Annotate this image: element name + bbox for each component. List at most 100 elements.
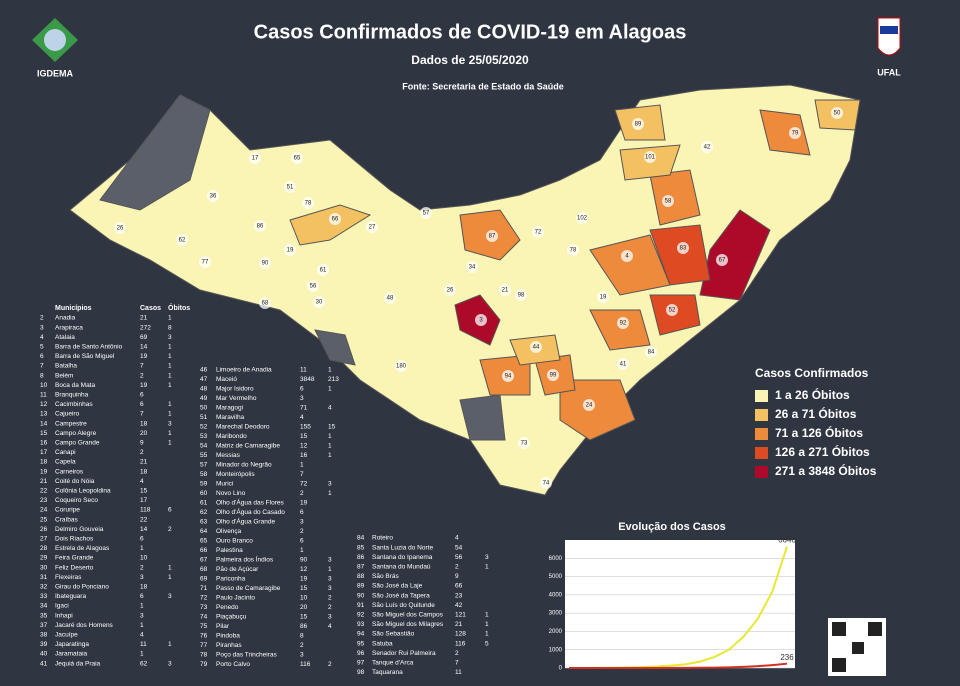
deaths: 2 [328, 595, 332, 602]
region-gray [314, 329, 356, 366]
map-label-bg [420, 207, 432, 219]
cases: 121 [455, 612, 466, 619]
municipality-name: Campestre [55, 420, 87, 427]
map-label-bg [644, 151, 656, 163]
deaths: 1 [328, 433, 332, 440]
municipality-name: Piaçabuçu [216, 614, 247, 621]
cases: 69 [140, 334, 148, 341]
cases: 66 [455, 583, 463, 590]
map-label-bg [254, 220, 266, 232]
cases: 17 [140, 497, 148, 504]
cases: 54 [455, 544, 463, 551]
map-label-bg [313, 296, 325, 308]
deaths: 3 [168, 334, 172, 341]
map-label-bg [576, 212, 588, 224]
row-number: 25 [40, 516, 48, 523]
cases: 2 [455, 564, 459, 571]
municipality-name: Novo Lino [216, 490, 246, 497]
map-label: 44 [533, 345, 540, 351]
map-label-bg [502, 370, 514, 382]
logo-text: IGDEMA [37, 68, 74, 78]
row-number: 46 [200, 367, 208, 374]
municipality-name: Mar Vermelho [216, 395, 257, 402]
map-label-bg [662, 195, 674, 207]
cases: 6 [140, 392, 144, 399]
municipality-name: Feira Grande [55, 555, 94, 562]
row-number: 24 [40, 507, 48, 514]
row-number: 69 [200, 576, 208, 583]
municipality-name: Japaratinga [55, 641, 89, 648]
municipality-name: Barra de São Miguel [55, 353, 115, 360]
y-tick-label: 1000 [549, 647, 563, 653]
map-label-bg [499, 284, 511, 296]
municipality-name: Major Isidoro [216, 386, 254, 393]
row-number: 38 [40, 632, 48, 639]
map-label-bg [486, 230, 498, 242]
municipality-name: Girau do Ponciano [55, 584, 109, 591]
region [649, 169, 701, 226]
row-number: 28 [40, 545, 48, 552]
map-label-bg [617, 358, 629, 370]
row-number: 32 [40, 584, 48, 591]
y-tick-label: 4000 [549, 592, 563, 598]
map-label: 62 [179, 238, 186, 244]
municipality-name: Jacuípe [55, 632, 78, 639]
row-number: 85 [357, 544, 365, 551]
logo-shield [877, 17, 901, 56]
map-label: 3 [479, 318, 483, 324]
map-label-bg [384, 292, 396, 304]
municipality-name: São Brás [372, 573, 399, 580]
map-label-bg [831, 107, 843, 119]
legend-label: 26 a 71 Óbitos [775, 406, 857, 421]
series-line [569, 662, 788, 669]
map-label: 21 [502, 288, 509, 294]
map-label: 68 [262, 301, 269, 307]
deaths: 1 [168, 641, 172, 648]
row-number: 55 [200, 452, 208, 459]
municipality-name: São José da Tapera [372, 592, 430, 599]
map-label: 51 [287, 185, 294, 191]
cases: 118 [140, 507, 151, 514]
map-label-bg [515, 289, 527, 301]
municipality-name: Maribondo [216, 433, 247, 440]
row-number: 40 [40, 651, 48, 658]
municipality-name: Santana do Ipanema [372, 554, 433, 561]
row-number: 41 [40, 660, 48, 667]
deaths: 1 [328, 490, 332, 497]
map-label: 101 [645, 155, 656, 161]
row-number: 34 [40, 603, 48, 610]
deaths: 4 [328, 623, 332, 630]
cases: 11 [140, 641, 147, 648]
municipality-name: Anadia [55, 315, 76, 322]
map-label: 26 [447, 288, 454, 294]
table-header: Municípios [55, 305, 92, 312]
cases: 2 [140, 372, 144, 379]
row-number: 11 [40, 392, 47, 399]
municipality-name: Pindoba [216, 633, 240, 640]
cases: 19 [140, 353, 148, 360]
cases: 1 [140, 603, 144, 610]
row-number: 22 [40, 488, 48, 495]
municipality-name: Campo Alegre [55, 430, 97, 437]
title: Casos Confirmados de COVID-19 em Alagoas [254, 21, 687, 43]
municipality-name: Delmiro Gouveia [55, 526, 104, 533]
cases: 18 [140, 420, 148, 427]
cases: 20 [300, 604, 308, 611]
map-label: 72 [535, 230, 542, 236]
cases: 23 [455, 592, 463, 599]
legend-swatch [755, 409, 768, 421]
deaths: 8 [168, 324, 172, 331]
municipality-name: Ouro Branco [216, 538, 253, 545]
map-label-bg [366, 221, 378, 233]
cases: 15 [300, 614, 308, 621]
cases: 21 [455, 621, 463, 628]
cases: 6 [140, 536, 144, 543]
municipality-name: Pariconha [216, 576, 246, 583]
cases: 2 [300, 642, 304, 649]
cases: 86 [300, 623, 308, 630]
map-label-bg [329, 213, 341, 225]
region-gray [99, 94, 211, 211]
map-label: 19 [287, 248, 294, 254]
deaths: 1 [168, 574, 172, 581]
